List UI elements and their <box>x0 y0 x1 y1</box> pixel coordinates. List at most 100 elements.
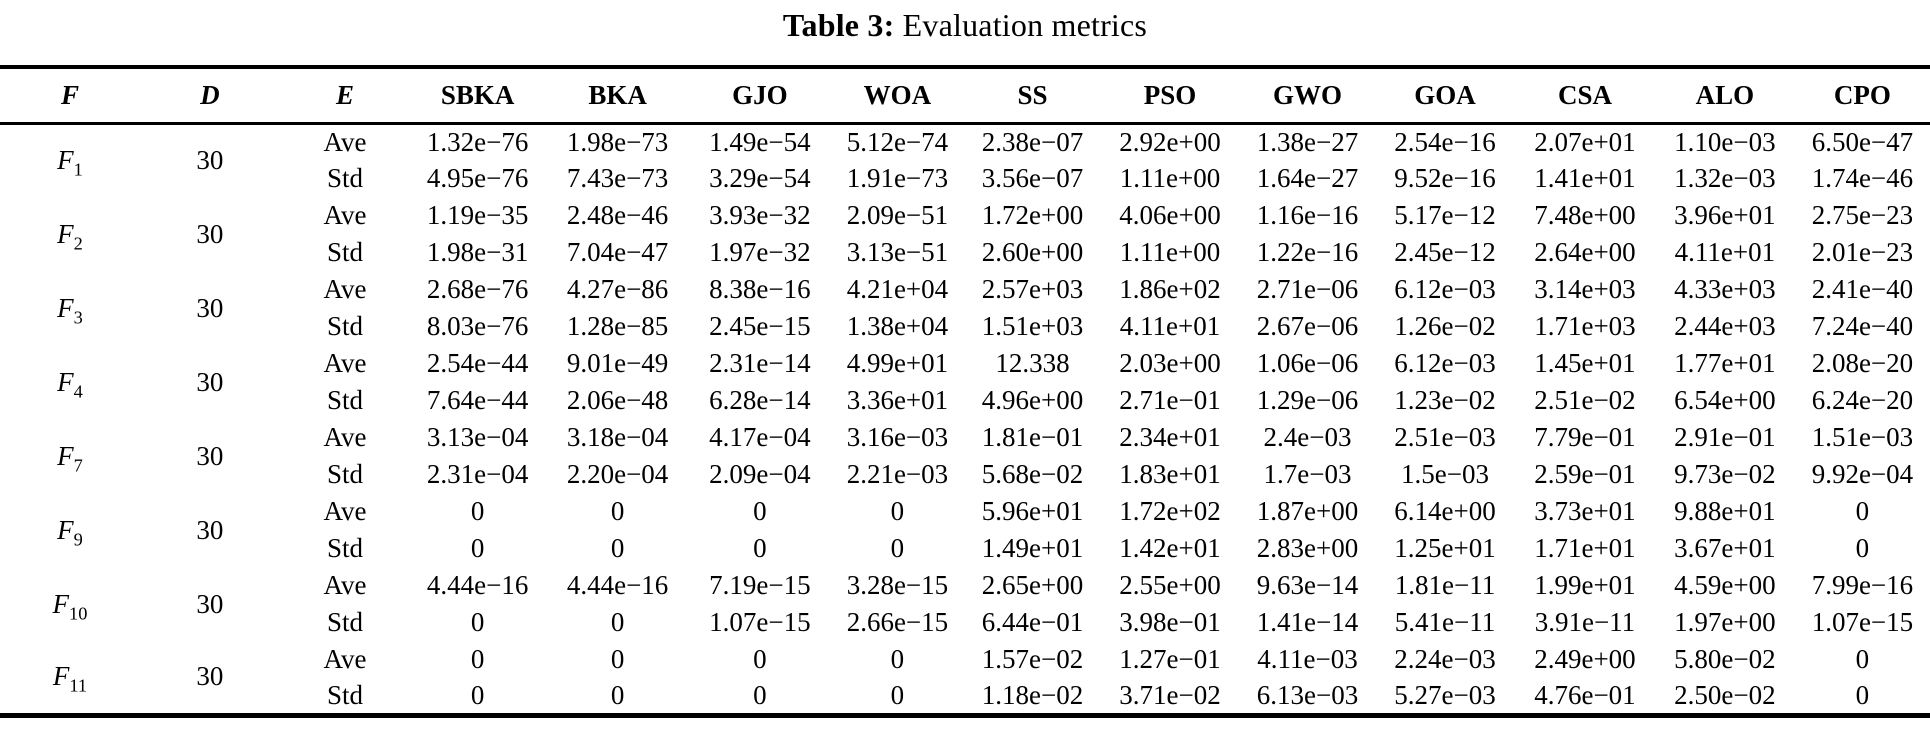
value-cell-sbka: 0 <box>470 533 485 563</box>
value-cell-pso: 1.11e+00 <box>1119 163 1221 193</box>
value-cell-woa: 1.91e−73 <box>846 163 949 193</box>
value-cell-csa: 1.71e+01 <box>1534 533 1636 563</box>
value-cell-csa: 2.64e+00 <box>1534 237 1636 267</box>
stat-label-cell: Std <box>326 311 363 341</box>
value-cell-gwo: 2.4e−03 <box>1263 422 1352 452</box>
table-row-f10-std: Std 0 0 1.07e−15 2.66e−15 6.44e−01 3.98e−01 1.4… <box>0 604 1930 641</box>
value-cell-gjo: 0 <box>753 644 767 674</box>
value-cell-cpo: 7.24e−40 <box>1811 311 1914 341</box>
table-row-f2-ave: F2 30 Ave 1.19e−35 2.48e−46 3.93e−32 2.09e−51 1… <box>0 197 1930 252</box>
function-cell-f7: F7 <box>57 440 83 475</box>
value-cell-bka: 0 <box>610 607 625 637</box>
dimension-cell-f2: 30 <box>196 218 224 249</box>
value-cell-gjo: 0 <box>753 679 767 710</box>
value-cell-csa: 1.71e+03 <box>1534 311 1636 341</box>
value-cell-cpo: 0 <box>1855 533 1870 563</box>
value-cell-bka: 7.43e−73 <box>566 163 669 193</box>
column-header-goa: GOA <box>1375 67 1515 125</box>
table-row-f9-std: Std 0 0 0 0 1.49e+01 1.42e+01 2.83e+00 1.25e+01 1… <box>0 530 1930 567</box>
stat-label-cell: Std <box>326 459 363 489</box>
value-cell-gjo: 1.49e−54 <box>709 126 811 157</box>
stat-label-cell: Ave <box>323 570 367 600</box>
table-row-f1-std: Std 4.95e−76 7.43e−73 3.29e−54 1.91e−73 3.56e… <box>0 160 1930 197</box>
function-cell-f1: F1 <box>57 145 83 180</box>
value-cell-alo: 3.67e+01 <box>1674 533 1776 563</box>
table-row-f4-std: Std 7.64e−44 2.06e−48 6.28e−14 3.36e+01 4.96e… <box>0 382 1930 419</box>
value-cell-sbka: 1.32e−76 <box>426 126 529 157</box>
value-cell-sbka: 8.03e−76 <box>426 311 529 341</box>
column-header-gwo: GWO <box>1239 67 1376 125</box>
value-cell-woa: 2.09e−51 <box>846 200 949 230</box>
value-cell-cpo: 6.50e−47 <box>1811 126 1914 157</box>
value-cell-gwo: 1.7e−03 <box>1263 459 1352 489</box>
value-cell-csa: 2.59e−01 <box>1534 459 1636 489</box>
value-cell-alo: 4.59e+00 <box>1674 570 1776 600</box>
value-cell-bka: 2.06e−48 <box>566 385 669 415</box>
stat-label-cell: Ave <box>323 496 367 526</box>
value-cell-pso: 2.55e+00 <box>1119 570 1221 600</box>
value-cell-ss: 1.57e−02 <box>981 644 1084 674</box>
value-cell-gjo: 2.09e−04 <box>709 459 811 489</box>
value-cell-gjo: 6.28e−14 <box>709 385 811 415</box>
value-cell-woa: 2.21e−03 <box>846 459 949 489</box>
value-cell-cpo: 1.51e−03 <box>1811 422 1914 452</box>
value-cell-ss: 1.51e+03 <box>981 311 1084 341</box>
value-cell-bka: 0 <box>610 644 625 674</box>
value-cell-pso: 3.98e−01 <box>1119 607 1221 637</box>
value-cell-gjo: 3.29e−54 <box>709 163 811 193</box>
value-cell-pso: 1.27e−01 <box>1119 644 1221 674</box>
dimension-cell-f11: 30 <box>196 661 224 692</box>
value-cell-woa: 5.12e−74 <box>846 126 949 157</box>
value-cell-goa: 5.27e−03 <box>1394 679 1496 710</box>
column-header-d: D <box>139 67 280 125</box>
value-cell-ss: 1.49e+01 <box>981 533 1084 563</box>
column-header-sbka: SBKA <box>410 67 546 125</box>
value-cell-gwo: 1.22e−16 <box>1256 237 1359 267</box>
column-header-csa: CSA <box>1515 67 1655 125</box>
value-cell-bka: 4.44e−16 <box>566 570 669 600</box>
function-cell-f10: F10 <box>52 588 88 623</box>
value-cell-woa: 0 <box>890 644 905 674</box>
value-cell-ss: 5.68e−02 <box>981 459 1084 489</box>
value-cell-sbka: 0 <box>470 679 485 710</box>
value-cell-bka: 1.98e−73 <box>566 126 669 157</box>
value-cell-sbka: 0 <box>470 496 485 526</box>
stat-label-cell: Ave <box>323 126 367 157</box>
value-cell-woa: 1.38e+04 <box>846 311 949 341</box>
value-cell-gjo: 1.97e−32 <box>709 237 811 267</box>
value-cell-cpo: 0 <box>1855 679 1870 710</box>
value-cell-bka: 2.20e−04 <box>566 459 669 489</box>
value-cell-ss: 1.72e+00 <box>981 200 1084 230</box>
value-cell-sbka: 2.54e−44 <box>426 348 529 378</box>
header-row: F D E SBKA BKA GJO WOA SS PSO GWO GOA CSA ALO CPO <box>0 67 1930 125</box>
value-cell-gwo: 4.11e−03 <box>1257 644 1358 674</box>
value-cell-csa: 2.07e+01 <box>1534 126 1636 157</box>
function-cell-f11: F11 <box>52 661 88 696</box>
table-row-f3-ave: F3 30 Ave 2.68e−76 4.27e−86 8.38e−16 4.21e+04 2… <box>0 271 1930 326</box>
value-cell-gwo: 1.29e−06 <box>1256 385 1359 415</box>
stat-label-cell: Std <box>326 385 363 415</box>
value-cell-cpo: 1.74e−46 <box>1811 163 1914 193</box>
value-cell-pso: 3.71e−02 <box>1119 679 1221 710</box>
value-cell-goa: 1.26e−02 <box>1394 311 1496 341</box>
value-cell-goa: 5.41e−11 <box>1394 607 1496 637</box>
value-cell-goa: 2.54e−16 <box>1394 126 1496 157</box>
value-cell-bka: 4.27e−86 <box>566 274 669 304</box>
table-caption: Table 3: Evaluation metrics <box>0 0 1930 65</box>
value-cell-sbka: 2.31e−04 <box>426 459 529 489</box>
value-cell-alo: 6.54e+00 <box>1674 385 1776 415</box>
value-cell-woa: 4.99e+01 <box>846 348 949 378</box>
value-cell-ss: 12.338 <box>995 348 1070 378</box>
value-cell-gwo: 2.67e−06 <box>1256 311 1359 341</box>
stat-label-cell: Std <box>326 607 363 637</box>
evaluation-metrics-table: F D E SBKA BKA GJO WOA SS PSO GWO GOA CSA ALO CPO F1 3… <box>0 65 1930 718</box>
value-cell-sbka: 2.68e−76 <box>426 274 529 304</box>
stat-label-cell: Std <box>326 163 363 193</box>
value-cell-pso: 2.34e+01 <box>1119 422 1221 452</box>
value-cell-bka: 9.01e−49 <box>566 348 669 378</box>
dimension-cell-f3: 30 <box>196 292 224 323</box>
column-header-e: E <box>279 67 411 125</box>
stat-label-cell: Ave <box>323 644 367 674</box>
dimension-cell-f1: 30 <box>196 145 224 176</box>
value-cell-gjo: 2.31e−14 <box>709 348 811 378</box>
